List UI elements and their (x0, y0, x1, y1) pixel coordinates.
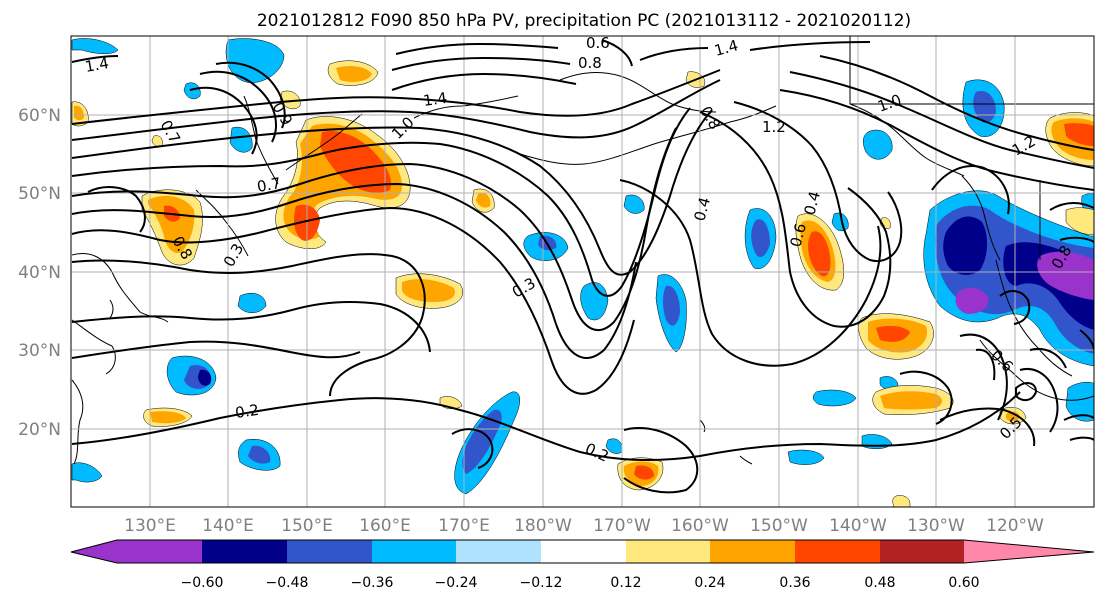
colorbar-tick: −0.12 (520, 575, 563, 591)
colorbar-bin (287, 540, 372, 563)
colorbar-extend-max (964, 540, 1094, 563)
colorbar-tick: 0.24 (694, 575, 725, 591)
colorbar-bin (541, 540, 626, 563)
colorbar-bin (202, 540, 287, 563)
colorbar-tick: 0.36 (779, 575, 810, 591)
lon-label: 130°W (907, 516, 965, 536)
latitude-labels: 60°N 50°N 40°N 30°N 20°N (18, 106, 61, 440)
positive-precip-strong (164, 123, 1094, 480)
colorbar-tick: −0.48 (266, 575, 309, 591)
lon-label: 140°W (829, 516, 887, 536)
negative-precip-strongest (955, 251, 1094, 314)
colorbar-tick: −0.36 (351, 575, 394, 591)
contour-label: 0.6 (786, 221, 810, 249)
longitude-labels: 130°E 140°E 150°E 160°E 170°E 180°W 170°… (124, 516, 1044, 536)
lat-label: 40°N (18, 263, 61, 283)
contour-label: 1.4 (712, 36, 740, 60)
colorbar-bin (372, 540, 456, 563)
pv-contours (71, 39, 1094, 494)
colorbar-tick: 0.12 (610, 575, 641, 591)
colorbar-bin (880, 540, 964, 563)
lon-label: 120°W (986, 516, 1044, 536)
colorbar-outline (70, 539, 1095, 564)
lon-label: 160°E (359, 516, 411, 536)
contour-label: 0.4 (800, 189, 824, 217)
colorbar-tick: −0.24 (435, 575, 478, 591)
coastlines (71, 36, 1094, 465)
colorbar-bin (117, 540, 202, 563)
lon-label: 140°E (202, 516, 254, 536)
lat-label: 30°N (18, 341, 61, 361)
colorbar-tick: 0.48 (864, 575, 895, 591)
colorbar-bin (795, 540, 880, 563)
lon-label: 180°W (514, 516, 572, 536)
colorbar-tick: 0.60 (948, 575, 979, 591)
lon-label: 130°E (124, 516, 176, 536)
colorbar-bin (710, 540, 795, 563)
lat-label: 60°N (18, 106, 61, 126)
contour-label: 1.4 (422, 89, 448, 110)
chart-title: 2021012812 F090 850 hPa PV, precipitatio… (257, 11, 911, 31)
colorbar: −0.60 −0.48 −0.36 −0.24 −0.12 0.12 0.24 … (70, 539, 1095, 591)
lon-label: 150°E (281, 516, 333, 536)
contour-label: 0.4 (690, 195, 714, 223)
colorbar-extend-min (71, 540, 117, 563)
map-panel: 0.6 0.8 1.4 1.4 1.4 1.0 1.2 0.8 0.9 0.7 … (71, 34, 1094, 507)
colorbar-ticks: −0.60 −0.48 −0.36 −0.24 −0.12 0.12 0.24 … (181, 575, 980, 591)
contour-label: 0.7 (256, 174, 283, 196)
map-frame (70, 35, 1095, 508)
lat-label: 20°N (18, 420, 61, 440)
gridlines (71, 36, 1094, 507)
contour-label: 1.2 (762, 118, 786, 136)
contour-label: 0.2 (234, 401, 260, 422)
lon-label: 160°W (671, 516, 729, 536)
lat-label: 50°N (18, 184, 61, 204)
colorbar-tick: −0.60 (181, 575, 224, 591)
lon-label: 170°W (593, 516, 651, 536)
positive-precip-mid (74, 66, 1094, 486)
colorbar-bin (456, 540, 541, 563)
contour-label: 1.4 (84, 54, 111, 76)
contour-label: 0.8 (578, 54, 602, 72)
lon-label: 150°W (750, 516, 808, 536)
colorbar-bin (626, 540, 710, 563)
contour-label: 0.6 (586, 34, 610, 52)
lon-label: 170°E (438, 516, 490, 536)
